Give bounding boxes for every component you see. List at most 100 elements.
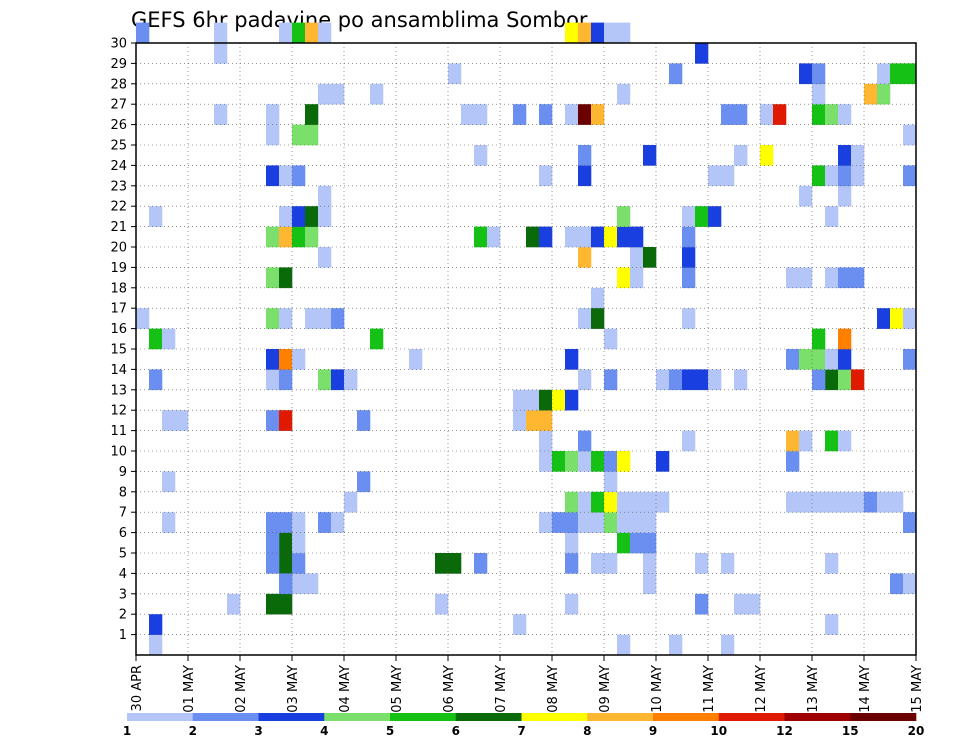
heatmap-cell [279,267,293,289]
heatmap-cell [617,491,631,513]
heatmap-cell [513,614,527,635]
heatmap-cell [370,328,384,350]
y-tick-label: 30 [110,37,127,52]
heatmap-cell [591,22,605,44]
heatmap-cell [812,328,826,350]
heatmap-cell [266,104,280,125]
heatmap-cell [318,22,332,44]
heatmap-cell [799,349,813,370]
x-tick-label: 03 MAY [286,665,301,713]
heatmap-cell [890,573,904,595]
heatmap-cell [149,614,163,635]
heatmap-cell [604,328,618,350]
heatmap-cell [877,491,891,513]
heatmap-cell [435,553,449,574]
x-tick-label: 04 MAY [338,665,353,713]
colorbar-swatch [324,713,391,721]
heatmap-cell [162,328,176,350]
heatmap-cell [305,206,319,227]
heatmap-cell [617,226,631,248]
y-tick-label: 3 [119,587,127,602]
x-tick-label: 02 MAY [234,665,249,713]
heatmap-cell [903,349,917,370]
heatmap-cell [279,369,293,391]
heatmap-cell [318,206,332,227]
heatmap-cell [292,206,306,227]
x-tick-label: 15 MAY [910,665,925,713]
heatmap-cell [838,165,852,187]
heatmap-cell [708,369,722,391]
heatmap-cell [812,349,826,370]
heatmap-cell [292,165,306,187]
heatmap-cell [318,247,332,268]
heatmap-cell [149,634,163,656]
heatmap-cell [279,206,293,227]
y-tick-label: 26 [110,118,127,133]
x-tick-label: 07 MAY [494,665,509,713]
heatmap-cell [721,634,735,656]
y-tick-label: 13 [110,383,127,398]
heatmap-cell [591,491,605,513]
heatmap-cell [344,369,358,391]
heatmap-cell [331,308,345,329]
heatmap-cell [825,349,839,370]
heatmap-cell [903,512,917,533]
x-tick-label: 10 MAY [650,665,665,713]
x-tick-label: 30 APR [130,665,145,711]
heatmap-cell [734,104,748,125]
heatmap-cell [162,512,176,533]
heatmap-cell [266,349,280,370]
heatmap-cell [825,104,839,125]
heatmap-cell [279,22,293,44]
colorbar-label: 3 [254,724,262,738]
heatmap-cell [591,104,605,125]
colorbar-label: 5 [386,724,394,738]
heatmap-cell [279,308,293,329]
heatmap-cell [318,83,332,105]
heatmap-cell [656,369,670,391]
heatmap-cell [552,451,566,472]
heatmap-cell [656,491,670,513]
y-tick-label: 28 [110,77,127,92]
heatmap-cell [695,43,709,64]
heatmap-cell [851,369,865,391]
heatmap-cell [838,145,852,166]
heatmap-cell [838,369,852,391]
heatmap-cell [604,491,618,513]
heatmap-cell [292,124,306,146]
heatmap-cell [292,349,306,370]
heatmap-cell [812,165,826,187]
y-tick-label: 19 [110,261,127,276]
heatmap-cell [305,124,319,146]
heatmap-cell [305,104,319,125]
heatmap-cell [877,63,891,85]
heatmap-cell [812,63,826,85]
heatmap-cell [838,267,852,289]
heatmap-cell [578,512,592,533]
y-tick-label: 2 [119,608,127,623]
heatmap-cell [604,226,618,248]
y-tick-label: 6 [119,526,127,541]
heatmap-cell [266,532,280,554]
colorbar-swatch [258,713,325,721]
heatmap-cell [721,165,735,187]
colorbar-swatch [653,713,720,721]
colorbar-swatch [784,713,851,721]
heatmap-cell [617,512,631,533]
heatmap-cell [825,614,839,635]
heatmap-cell [903,63,917,85]
heatmap-cell [786,451,800,472]
heatmap-cell [825,369,839,391]
y-tick-label: 22 [110,200,127,215]
heatmap-cell [708,206,722,227]
heatmap-cell [838,328,852,350]
heatmap-cell [578,165,592,187]
heatmap-cell [877,308,891,329]
heatmap-cell [851,165,865,187]
y-tick-label: 8 [119,485,127,500]
heatmap-cell [578,369,592,391]
heatmap-cell [266,593,280,615]
heatmap-cell [552,389,566,411]
heatmap-cell [461,104,475,125]
heatmap-cell [747,593,761,615]
